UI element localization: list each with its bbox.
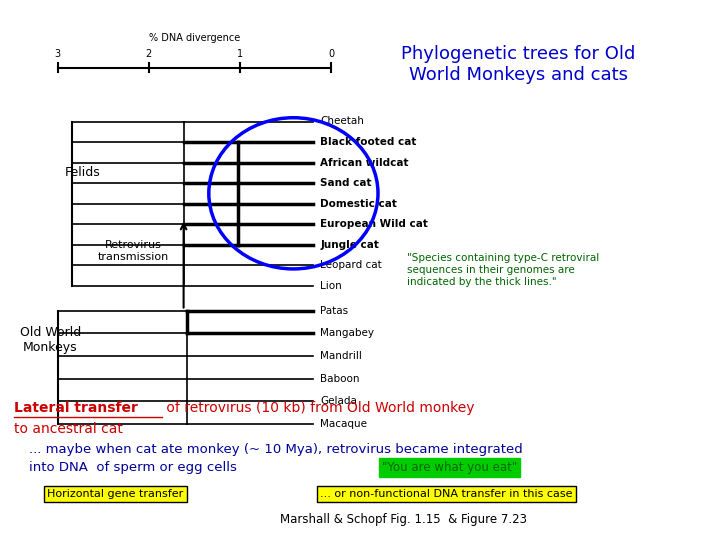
Text: Domestic cat: Domestic cat bbox=[320, 199, 397, 208]
Text: Gelada: Gelada bbox=[320, 396, 357, 406]
Text: 2: 2 bbox=[145, 49, 152, 59]
Text: Lateral transfer: Lateral transfer bbox=[14, 401, 138, 415]
Text: Leopard cat: Leopard cat bbox=[320, 260, 382, 270]
Text: of retrovirus (10 kb) from Old World monkey: of retrovirus (10 kb) from Old World mon… bbox=[162, 401, 474, 415]
Text: Sand cat: Sand cat bbox=[320, 178, 372, 188]
Text: Jungle cat: Jungle cat bbox=[320, 240, 379, 249]
Text: African wildcat: African wildcat bbox=[320, 158, 409, 167]
Text: "You are what you eat": "You are what you eat" bbox=[382, 461, 517, 474]
Text: Horizontal gene transfer: Horizontal gene transfer bbox=[47, 489, 184, 499]
Text: % DNA divergence: % DNA divergence bbox=[149, 33, 240, 43]
Text: 3: 3 bbox=[55, 49, 60, 59]
Text: European Wild cat: European Wild cat bbox=[320, 219, 428, 229]
Text: Lion: Lion bbox=[320, 281, 342, 291]
Text: into DNA  of sperm or egg cells: into DNA of sperm or egg cells bbox=[29, 461, 237, 474]
Text: Black footed cat: Black footed cat bbox=[320, 137, 417, 147]
Text: Macaque: Macaque bbox=[320, 419, 367, 429]
Text: to ancestral cat: to ancestral cat bbox=[14, 422, 123, 436]
Text: 1: 1 bbox=[237, 49, 243, 59]
Text: Old World
Monkeys: Old World Monkeys bbox=[19, 326, 81, 354]
Text: ... or non-functional DNA transfer in this case: ... or non-functional DNA transfer in th… bbox=[320, 489, 573, 499]
Text: Mangabey: Mangabey bbox=[320, 328, 374, 338]
Text: ... maybe when cat ate monkey (~ 10 Mya), retrovirus became integrated: ... maybe when cat ate monkey (~ 10 Mya)… bbox=[29, 443, 523, 456]
Text: "Species containing type-C retroviral
sequences in their genomes are
indicated b: "Species containing type-C retroviral se… bbox=[407, 253, 599, 287]
Text: Felids: Felids bbox=[65, 166, 101, 179]
Text: Patas: Patas bbox=[320, 306, 348, 315]
Text: Mandrill: Mandrill bbox=[320, 351, 362, 361]
Text: Baboon: Baboon bbox=[320, 374, 360, 383]
Text: Retrovirus
transmission: Retrovirus transmission bbox=[98, 240, 168, 262]
Text: 0: 0 bbox=[328, 49, 334, 59]
Text: Phylogenetic trees for Old
World Monkeys and cats: Phylogenetic trees for Old World Monkeys… bbox=[401, 45, 636, 84]
Text: Cheetah: Cheetah bbox=[320, 117, 364, 126]
Text: Marshall & Schopf Fig. 1.15  & Figure 7.23: Marshall & Schopf Fig. 1.15 & Figure 7.2… bbox=[279, 514, 527, 526]
